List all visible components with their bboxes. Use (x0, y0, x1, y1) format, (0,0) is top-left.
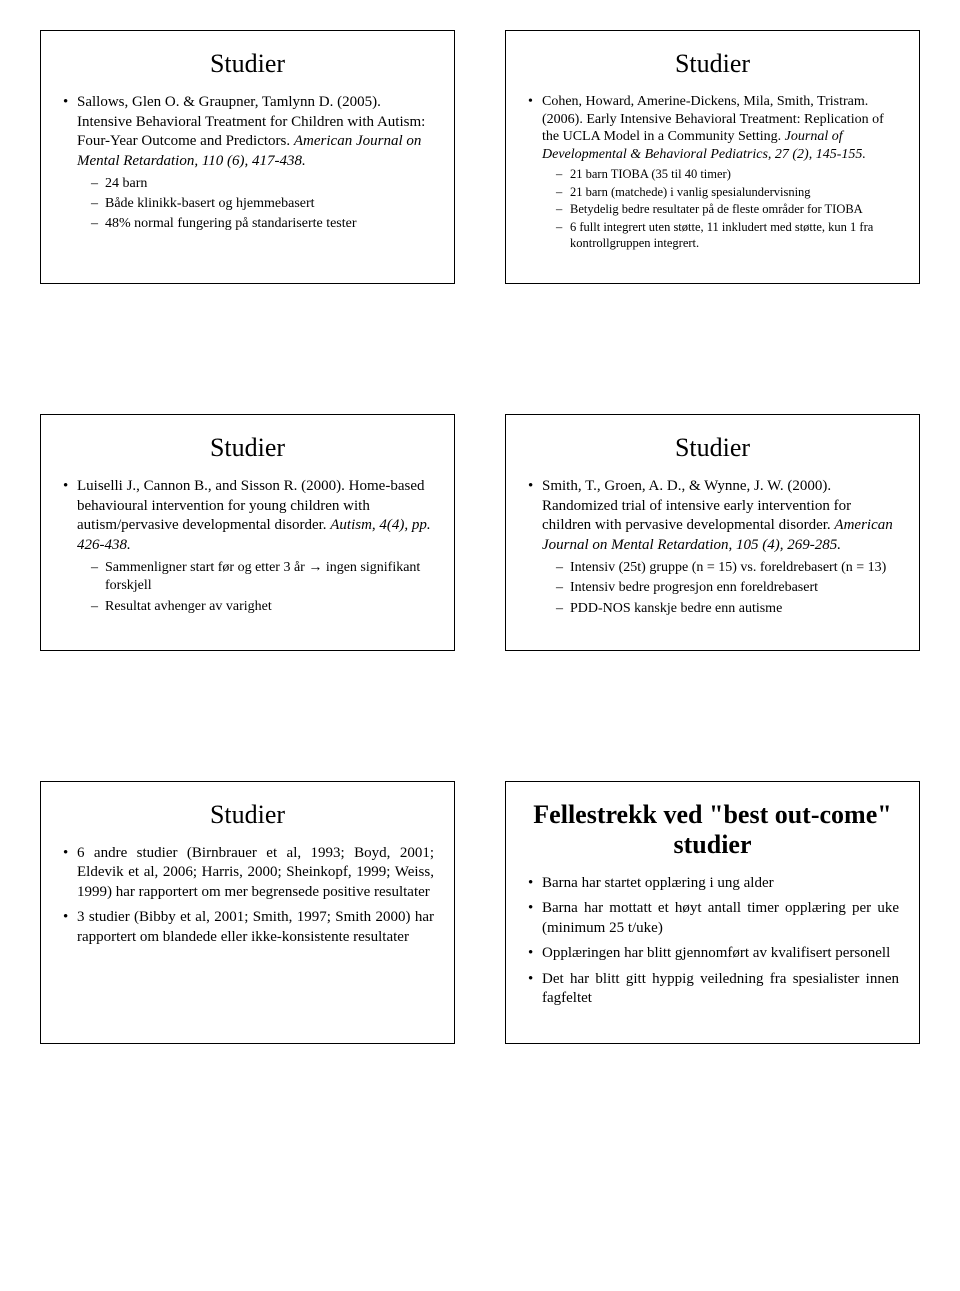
finding-item: Sammenligner start før og etter 3 år → i… (77, 559, 434, 595)
finding-item: Både klinikk-basert og hjemmebasert (77, 195, 434, 213)
slide-studier-3: Studier Luiselli J., Cannon B., and Siss… (40, 414, 455, 651)
reference-list: Smith, T., Groen, A. D., & Wynne, J. W. … (526, 477, 899, 618)
reference-item: Sallows, Glen O. & Graupner, Tamlynn D. … (61, 93, 434, 234)
slide-studier-1: Studier Sallows, Glen O. & Graupner, Tam… (40, 30, 455, 284)
bullet-item: 3 studier (Bibby et al, 2001; Smith, 199… (61, 908, 434, 947)
findings-list: Sammenligner start før og etter 3 år → i… (77, 559, 434, 616)
finding-item: Intensiv (25t) gruppe (n = 15) vs. forel… (542, 559, 899, 577)
slide-title: Studier (526, 49, 899, 79)
findings-list: 24 barn Både klinikk-basert og hjemmebas… (77, 175, 434, 234)
reference-item: Smith, T., Groen, A. D., & Wynne, J. W. … (526, 477, 899, 618)
reference-list: Cohen, Howard, Amerine-Dickens, Mila, Sm… (526, 93, 899, 251)
slide-studier-5: Studier 6 andre studier (Birnbrauer et a… (40, 781, 455, 1044)
slide-studier-4: Studier Smith, T., Groen, A. D., & Wynne… (505, 414, 920, 651)
reference-item: Luiselli J., Cannon B., and Sisson R. (2… (61, 477, 434, 616)
findings-list: Intensiv (25t) gruppe (n = 15) vs. forel… (542, 559, 899, 618)
finding-item: Intensiv bedre progresjon enn foreldreba… (542, 579, 899, 597)
bullet-list: 6 andre studier (Birnbrauer et al, 1993;… (61, 844, 434, 948)
finding-item: 24 barn (77, 175, 434, 193)
finding-item: 48% normal fungering på standariserte te… (77, 215, 434, 233)
slide-studier-2: Studier Cohen, Howard, Amerine-Dickens, … (505, 30, 920, 284)
slide-title: Studier (61, 800, 434, 830)
reference-item: Cohen, Howard, Amerine-Dickens, Mila, Sm… (526, 93, 899, 251)
findings-list: 21 barn TIOBA (35 til 40 timer) 21 barn … (542, 167, 899, 251)
bullet-item: Barna har startet opplæring i ung alder (526, 874, 899, 894)
finding-item: Resultat avhenger av varighet (77, 598, 434, 616)
slide-title: Studier (61, 433, 434, 463)
reference-list: Luiselli J., Cannon B., and Sisson R. (2… (61, 477, 434, 616)
reference-list: Sallows, Glen O. & Graupner, Tamlynn D. … (61, 93, 434, 234)
bullet-list: Barna har startet opplæring i ung alder … (526, 874, 899, 1009)
finding-item: 21 barn TIOBA (35 til 40 timer) (542, 167, 899, 183)
finding-item: PDD-NOS kanskje bedre enn autisme (542, 600, 899, 618)
finding-item: Betydelig bedre resultater på de fleste … (542, 202, 899, 218)
slide-title: Fellestrekk ved "best out-come" studier (526, 800, 899, 860)
slide-title: Studier (526, 433, 899, 463)
slide-grid: Studier Sallows, Glen O. & Graupner, Tam… (40, 30, 920, 1044)
finding-item: 21 barn (matchede) i vanlig spesialunder… (542, 185, 899, 201)
slide-title: Studier (61, 49, 434, 79)
reference-text: Smith, T., Groen, A. D., & Wynne, J. W. … (542, 478, 851, 533)
bullet-item: Det har blitt gitt hyppig veiledning fra… (526, 970, 899, 1009)
finding-item: 6 fullt integrert uten støtte, 11 inklud… (542, 220, 899, 251)
bullet-item: Opplæringen har blitt gjennomført av kva… (526, 944, 899, 964)
bullet-item: Barna har mottatt et høyt antall timer o… (526, 899, 899, 938)
bullet-item: 6 andre studier (Birnbrauer et al, 1993;… (61, 844, 434, 903)
slide-fellestrekk: Fellestrekk ved "best out-come" studier … (505, 781, 920, 1044)
